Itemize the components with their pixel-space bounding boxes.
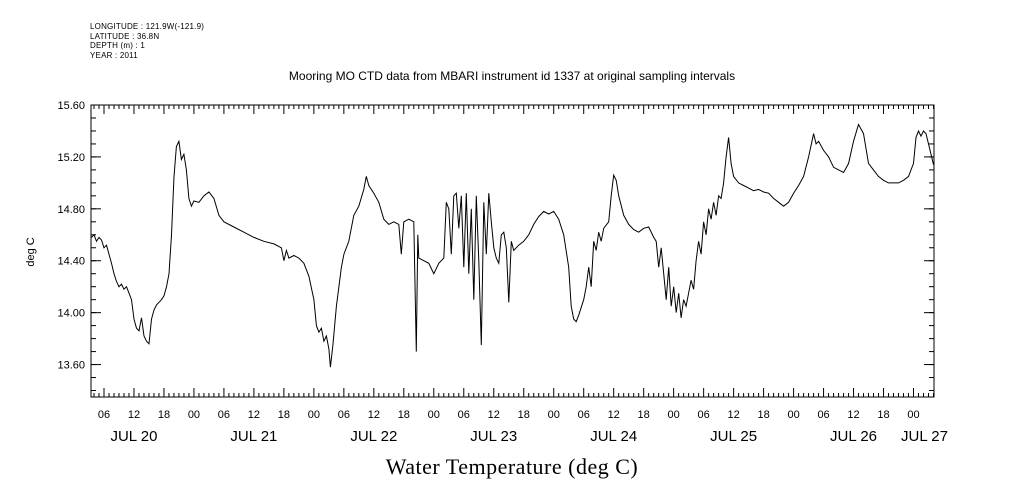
hour-tick-label: 06: [458, 409, 470, 421]
hour-tick-label: 12: [727, 409, 739, 421]
plot-frame: [90, 104, 935, 398]
hour-tick-label: 06: [698, 409, 710, 421]
hour-tick-label: 12: [368, 409, 380, 421]
hour-tick-label: 00: [548, 409, 560, 421]
depth-text: DEPTH (m) : 1: [90, 41, 146, 51]
year-text: YEAR : 2011: [90, 50, 138, 60]
y-axis-label: deg C: [25, 237, 37, 266]
day-label: JUL 22: [350, 428, 397, 445]
hour-tick-label: 18: [877, 409, 889, 421]
y-tick-label: 14.40: [57, 256, 85, 268]
day-label: JUL 23: [470, 428, 517, 445]
longitude-text: LONGITUDE : 121.9W(-121.9): [90, 22, 205, 31]
latitude-text: LATITUDE : 36.8N: [90, 31, 160, 41]
day-label: JUL 21: [230, 428, 277, 445]
hour-tick-label: 00: [308, 409, 320, 421]
hour-tick-label: 12: [847, 409, 859, 421]
hour-tick-label: 18: [638, 409, 650, 421]
hour-tick-label: 12: [608, 409, 620, 421]
hour-tick-label: 06: [338, 409, 350, 421]
day-label: JUL 24: [590, 428, 637, 445]
chart-title: Mooring MO CTD data from MBARI instrumen…: [289, 69, 735, 83]
tick-labels: 13.60 14.00 14.40 14.80 15.20 15.60 06 12 18 00 06…: [57, 100, 948, 445]
hour-tick-label: 00: [188, 409, 200, 421]
hour-tick-label: 12: [488, 409, 500, 421]
hour-tick-label: 18: [518, 409, 530, 421]
y-tick-label: 14.80: [57, 204, 85, 216]
hour-tick-label: 18: [278, 409, 290, 421]
y-tick-label: 15.20: [57, 152, 85, 164]
hour-tick-label: 06: [98, 409, 110, 421]
hour-tick-label: 18: [757, 409, 769, 421]
axis-ticks: [91, 104, 935, 397]
y-tick-label: 15.60: [57, 100, 85, 112]
y-tick-label: 13.60: [57, 360, 85, 372]
day-label: JUL 25: [710, 428, 757, 445]
hour-tick-label: 06: [817, 409, 829, 421]
hour-tick-label: 18: [398, 409, 410, 421]
hour-tick-label: 06: [218, 409, 230, 421]
hour-tick-label: 00: [668, 409, 680, 421]
temperature-series-line: [91, 123, 934, 368]
hour-tick-label: 12: [128, 409, 140, 421]
y-tick-label: 14.00: [57, 308, 85, 320]
day-label: JUL 20: [110, 428, 157, 445]
x-axis-label: Water Temperature (deg C): [386, 454, 639, 479]
hour-tick-label: 00: [907, 409, 919, 421]
hour-tick-label: 00: [428, 409, 440, 421]
hour-tick-label: 00: [787, 409, 799, 421]
mooring-metadata: LONGITUDE : 121.9W(-121.9) LATITUDE : 36…: [90, 22, 204, 60]
hour-tick-label: 06: [578, 409, 590, 421]
hour-tick-label: 18: [158, 409, 170, 421]
day-label: JUL 27: [901, 428, 948, 445]
day-label: JUL 26: [830, 428, 877, 445]
hour-tick-label: 12: [248, 409, 260, 421]
